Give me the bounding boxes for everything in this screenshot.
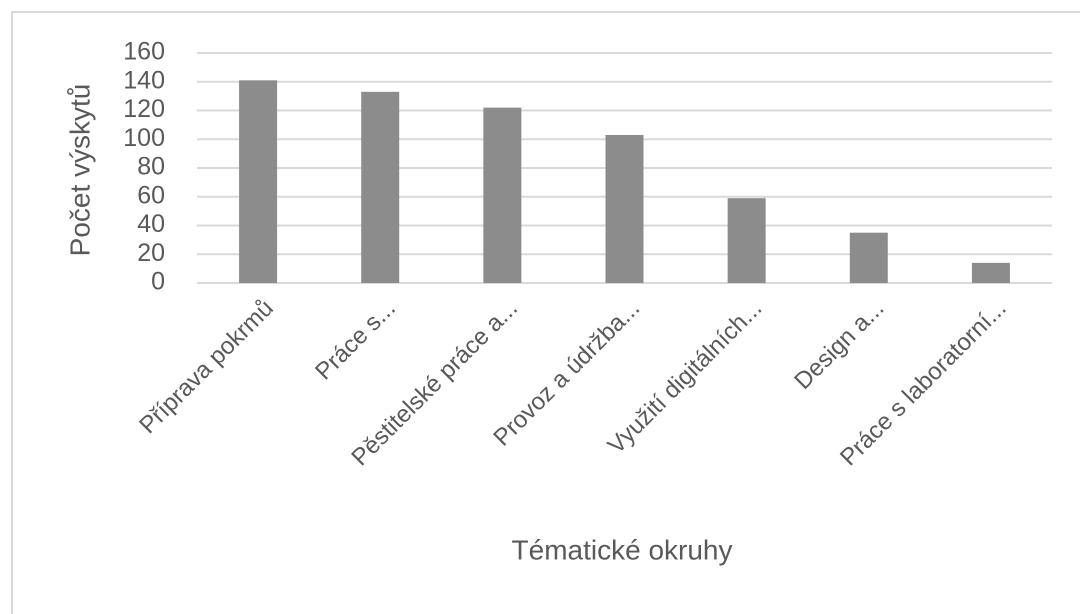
bar: [971, 262, 1010, 283]
y-tick-label: 0: [151, 268, 165, 296]
bar: [727, 198, 766, 283]
bar: [361, 91, 400, 283]
bar: [483, 107, 522, 283]
y-axis-title: Počet výskytů: [64, 84, 95, 257]
y-tick-label: 40: [137, 210, 165, 238]
x-tick-label: Design a...: [789, 295, 889, 395]
chart-border: [11, 11, 1080, 614]
x-tick-label: Příprava pokrmů: [134, 295, 279, 440]
bar: [239, 80, 278, 283]
y-tick-label: 80: [137, 153, 165, 181]
bar: [605, 134, 644, 283]
x-axis-title: Tématické okruhy: [512, 534, 733, 565]
y-tick-label: 100: [123, 124, 165, 152]
y-tick-label: 140: [123, 66, 165, 94]
x-tick-label: Práce s...: [310, 295, 401, 386]
y-tick-label: 160: [123, 38, 165, 66]
y-tick-label: 60: [137, 181, 165, 209]
bar: [849, 232, 888, 283]
y-tick-label: 20: [137, 239, 165, 267]
y-tick-label: 120: [123, 95, 165, 123]
